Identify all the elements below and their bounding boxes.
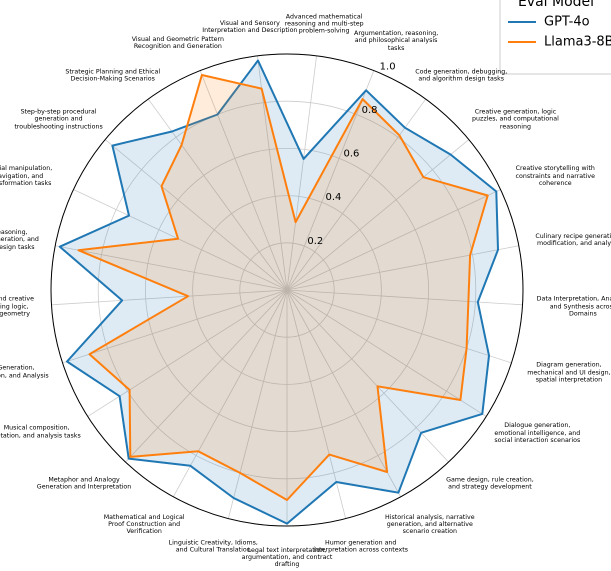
category-label: Humor generation and interpretation acro…: [313, 539, 409, 554]
spoke: [51, 289, 288, 306]
spoke: [286, 289, 402, 498]
category-label: Step-by-step procedural generation and t…: [14, 108, 103, 131]
category-label: Game design, rule creation, and strategy…: [446, 476, 534, 491]
category-label: Visual and Sensory Interpretation and De…: [202, 19, 298, 35]
series-area: [78, 75, 488, 500]
spoke: [286, 189, 501, 291]
r-tick-label: 1.0: [380, 61, 396, 72]
category-label: Linguistic Creativity, Idioms, and Cultu…: [168, 539, 258, 554]
category-label: Strategic Planning and Ethical Decision-…: [65, 68, 161, 83]
r-tick-label: 0.8: [362, 105, 378, 116]
category-label: Creative generation, logic puzzles, and …: [472, 108, 559, 131]
spoke: [104, 139, 288, 291]
category-label: Musical composition, notation, and analy…: [0, 424, 81, 440]
spoke: [87, 289, 288, 417]
legend-title: Eval Model: [518, 0, 594, 10]
r-tick-label: 0.6: [344, 149, 360, 160]
spoke: [62, 289, 288, 364]
spoke: [172, 289, 288, 498]
legend-box: [499, 0, 611, 75]
spoke: [73, 189, 288, 291]
spoke: [286, 245, 519, 291]
spoke: [199, 70, 288, 291]
category-label: Legal text interpretation, argumentation…: [241, 546, 333, 569]
spoke: [286, 139, 470, 291]
category-label: Advanced mathematical reasoning and mult…: [284, 13, 364, 36]
r-tick-label: 0.4: [325, 192, 341, 203]
spoke: [55, 245, 288, 291]
category-label: Code generation, debugging, and algorith…: [415, 68, 508, 83]
category-label: Historical analysis, narrative generatio…: [385, 513, 475, 536]
category-label: Poetry Generation, Interpretation, and A…: [0, 364, 49, 379]
series-line: [58, 59, 499, 525]
category-label: Scientific reasoning, hypothesis generat…: [0, 229, 39, 251]
spoke: [227, 289, 288, 519]
category-label: Diagram generation, mechanical and UI de…: [527, 361, 611, 384]
spoke: [286, 55, 317, 291]
category-label: Data Interpretation, Analysis, and Synth…: [536, 295, 611, 318]
outer-frame: [50, 53, 524, 527]
spoke: [286, 289, 487, 417]
category-label: Culinary recipe generation, modification…: [535, 233, 611, 248]
category-label: Spatial manipulation, navigation, and tr…: [0, 165, 53, 187]
category-label: Dialogue generation, emotional intellige…: [494, 422, 581, 444]
category-label: Puzzle-solving and creative thinking inv…: [0, 295, 35, 318]
spoke: [286, 98, 427, 291]
legend-label: Llama3-8B: [544, 35, 611, 50]
category-label: Visual and Geometric Pattern Recognition…: [131, 36, 224, 51]
spoke: [286, 289, 347, 519]
spoke: [286, 289, 523, 306]
category-label: Creative storytelling with constraints a…: [515, 165, 595, 187]
category-label: Metaphor and Analogy Generation and Inte…: [36, 476, 132, 491]
category-label: Argumentation, reasoning, and philosophi…: [354, 30, 439, 52]
spoke: [125, 289, 288, 463]
spoke: [286, 70, 375, 291]
category-label: Mathematical and Logical Proof Construct…: [103, 513, 185, 536]
r-tick-label: 0.2: [307, 236, 323, 247]
spoke: [286, 289, 512, 364]
legend-label: GPT-4o: [544, 15, 590, 30]
series-area: [59, 60, 499, 524]
series-line: [77, 74, 489, 501]
